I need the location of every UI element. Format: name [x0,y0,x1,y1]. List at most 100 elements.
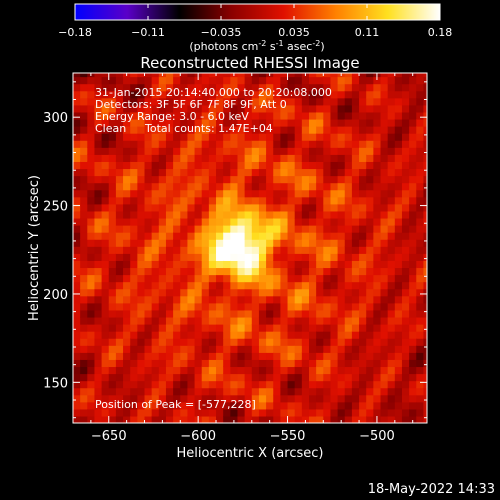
heatmap-cell [80,345,88,353]
heatmap-cell [137,225,146,233]
heatmap-cell [187,373,196,382]
heatmap-cell [394,373,403,382]
heatmap-cell [115,126,124,134]
heatmap-cell [394,97,403,106]
heatmap-cell [165,260,174,269]
heatmap-cell [387,175,396,184]
heatmap-cell [194,189,203,198]
heatmap-cell [359,338,367,346]
heatmap-cell [309,267,317,276]
heatmap-cell [173,295,181,304]
heatmap-cell [337,309,346,318]
heatmap-cell [201,126,210,134]
heatmap-cell [87,366,96,375]
heatmap-cell [423,366,427,375]
heatmap-cell [180,401,189,410]
heatmap-cell [423,225,427,233]
heatmap-cell [144,324,153,332]
heatmap-cell [401,394,410,403]
heatmap-cell [244,345,253,353]
heatmap-cell [244,196,253,205]
heatmap-cell [401,133,410,141]
heatmap-cell [237,225,246,233]
heatmap-cell [394,140,403,148]
heatmap-cell [237,316,246,325]
heatmap-cell [180,126,189,134]
heatmap-cell [137,182,146,191]
heatmap-cell [194,253,203,261]
heatmap-cell [416,345,425,353]
heatmap-cell [201,203,210,212]
heatmap-cell [359,345,367,353]
heatmap-cell [258,111,267,120]
heatmap-cell [208,126,217,134]
heatmap-cell [316,309,324,318]
heatmap-cell [380,111,389,120]
heatmap-cell [165,133,174,141]
heatmap-cell [165,73,174,78]
heatmap-cell [244,232,253,240]
heatmap-cell [216,97,224,106]
heatmap-cell [351,302,360,311]
heatmap-cell [287,90,296,99]
heatmap-cell [237,133,246,141]
heatmap-cell [180,111,189,120]
heatmap-cell [108,133,117,141]
heatmap-cell [401,182,410,191]
heatmap-cell [73,140,81,148]
heatmap-cell [251,253,260,261]
heatmap-cell [158,359,167,368]
heatmap-cell [173,161,181,170]
heatmap-cell [173,387,181,396]
heatmap-cell [230,83,239,92]
heatmap-cell [223,309,231,318]
heatmap-cell [373,394,382,403]
heatmap-cell [237,232,246,240]
heatmap-cell [409,246,417,254]
heatmap-cell [380,73,389,78]
heatmap-cell [301,147,310,155]
heatmap-cell [130,225,138,233]
heatmap-cell [251,394,260,403]
heatmap-cell [87,140,96,148]
heatmap-cell [180,210,189,219]
heatmap-cell [373,111,382,120]
heatmap-cell [73,295,81,304]
heatmap-cell [151,239,160,247]
heatmap-cell [80,401,88,410]
heatmap-cell [280,210,289,219]
heatmap-cell [394,239,403,247]
heatmap-cell [216,73,224,78]
heatmap-cell [373,345,382,353]
heatmap-cell [394,302,403,311]
heatmap-cell [344,288,353,297]
heatmap-cell [337,189,346,198]
heatmap-cell [387,267,396,276]
heatmap-cell [359,302,367,311]
heatmap-cell [223,295,231,304]
heatmap-cell [216,161,224,170]
heatmap-cell [208,401,217,410]
heatmap-cell [301,331,310,339]
heatmap-cell [380,281,389,290]
heatmap-cell [137,331,146,339]
heatmap-cell [273,147,281,155]
heatmap-cell [416,366,425,375]
heatmap-cell [287,168,296,177]
heatmap-cell [373,196,382,205]
heatmap-cell [380,267,389,276]
heatmap-cell [409,97,417,106]
heatmap-cell [187,97,196,106]
heatmap-cell [394,331,403,339]
heatmap-cell [180,267,189,276]
heatmap-cell [237,118,246,127]
heatmap-cell [201,331,210,339]
heatmap-cell [137,316,146,325]
heatmap-cell [394,76,403,85]
heatmap-cell [337,225,346,233]
heatmap-cell [423,168,427,177]
heatmap-cell [108,140,117,148]
heatmap-cell [323,316,332,325]
heatmap-cell [373,387,382,396]
heatmap-cell [316,401,324,410]
